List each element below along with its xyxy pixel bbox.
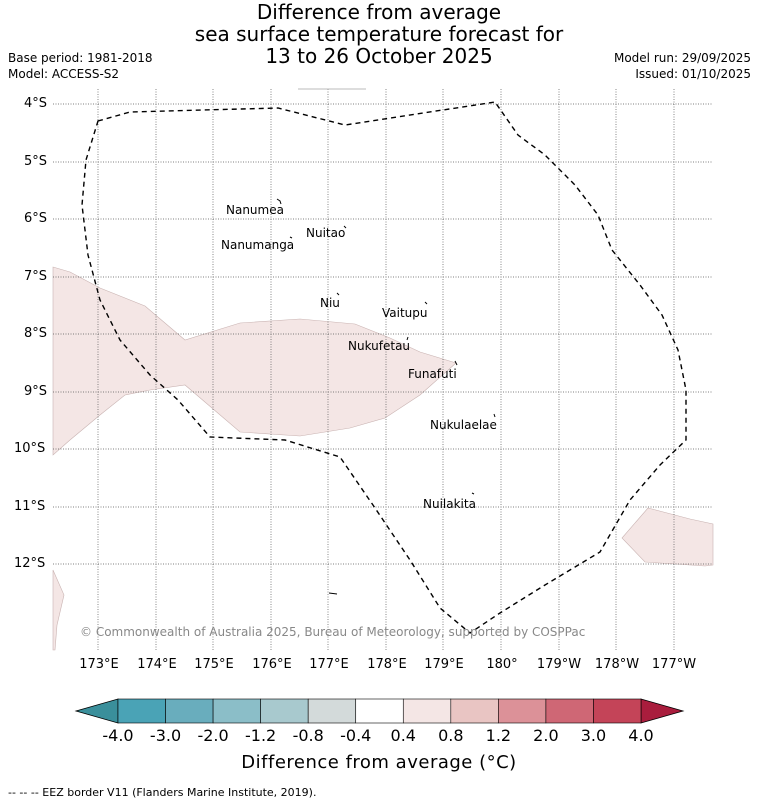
colorbar-segment <box>355 698 404 724</box>
island-label-nanumanga: Nanumanga <box>221 238 295 252</box>
colorbar-tick-label: 4.0 <box>628 726 654 745</box>
title-line-1: Difference from average <box>256 0 502 24</box>
model-run: Model run: 29/09/2025 <box>613 51 751 65</box>
lon-label: 177°E <box>309 657 349 672</box>
colorbar-tick-label: 1.2 <box>485 726 512 745</box>
lon-label: 174°E <box>137 657 177 672</box>
lon-label: 175°E <box>194 657 234 672</box>
anomaly-region-southwest <box>52 569 65 651</box>
lat-label: 7°S <box>24 269 48 284</box>
island-label-nuitao: Nuitao <box>306 226 346 240</box>
colorbar-tick-label: -0.8 <box>292 726 324 745</box>
title-line-3: 13 to 26 October 2025 <box>265 44 493 68</box>
colorbar-tick-label: 0.4 <box>390 726 416 745</box>
lat-label: 11°S <box>14 499 46 514</box>
colorbar-tick-label: -0.4 <box>340 726 372 745</box>
lon-label: 179°W <box>536 657 582 672</box>
eez-border <box>81 101 687 634</box>
lat-label: 12°S <box>14 556 46 571</box>
island-label-nuilakita: Nuilakita <box>423 497 476 511</box>
colorbar-tick-label: -2.0 <box>197 726 229 745</box>
colorbar-segment <box>307 698 357 724</box>
lon-label: 178°W <box>594 657 640 672</box>
island-label-nanumea: Nanumea <box>226 203 284 217</box>
colorbar-segment <box>117 698 166 724</box>
lon-label: 179°E <box>424 657 464 672</box>
anomaly-region-southeast <box>621 507 714 567</box>
colorbar-tick-label: -3.0 <box>149 726 182 745</box>
eez-legend-note: -- -- -- EEZ border V11 (Flanders Marine… <box>8 786 317 799</box>
colorbar-under-arrow <box>74 698 119 724</box>
colorbar-title: Difference from average (°C) <box>241 752 517 773</box>
copyright-notice: © Commonwealth of Australia 2025, Bureau… <box>80 625 586 639</box>
base-period: Base period: 1981-2018 <box>8 51 153 65</box>
colorbar-over-arrow <box>640 698 685 724</box>
lat-label: 4°S <box>24 96 48 111</box>
lon-label: 173°E <box>79 657 119 672</box>
lon-label: 176°E <box>252 657 292 672</box>
lon-label: 178°E <box>367 657 407 672</box>
colorbar <box>74 698 685 724</box>
colorbar-segment <box>260 698 309 724</box>
colorbar-tick-label: 3.0 <box>580 726 607 745</box>
lon-label: 177°W <box>651 657 697 672</box>
colorbar-tick-label: -4.0 <box>102 726 134 745</box>
lat-label: 9°S <box>24 384 48 399</box>
colorbar-tick-label: -1.2 <box>245 726 277 745</box>
colorbar-segment <box>212 698 261 724</box>
lat-label: 5°S <box>24 154 48 169</box>
colorbar-segment <box>450 698 499 724</box>
colorbar-segment <box>402 698 452 724</box>
lat-label: 6°S <box>24 211 48 226</box>
colorbar-segment <box>545 698 594 724</box>
island-label-nukufetau: Nukufetau <box>348 339 411 353</box>
colorbar-tick-label: 0.8 <box>438 726 464 745</box>
longitude-gridlines <box>97 89 675 650</box>
colorbar-segment <box>498 698 547 724</box>
issued-date: Issued: 01/10/2025 <box>635 67 751 81</box>
island-label-nukulaelae: Nukulaelae <box>430 418 497 432</box>
lon-label: 180° <box>486 657 518 672</box>
island-marks <box>276 198 496 595</box>
title-line-2: sea surface temperature forecast for <box>194 22 564 46</box>
colorbar-tick-label: 2.0 <box>533 726 559 745</box>
island-label-vaitupu: Vaitupu <box>382 306 428 320</box>
latitude-gridlines <box>53 103 713 565</box>
island-label-niu: Niu <box>320 296 340 310</box>
lat-label: 10°S <box>14 441 46 456</box>
anomaly-region-west <box>52 266 457 456</box>
model-name: Model: ACCESS-S2 <box>8 67 120 81</box>
colorbar-segment <box>593 698 642 724</box>
colorbar-segment <box>165 698 214 724</box>
lat-label: 8°S <box>24 326 48 341</box>
island-label-funafuti: Funafuti <box>408 367 457 381</box>
